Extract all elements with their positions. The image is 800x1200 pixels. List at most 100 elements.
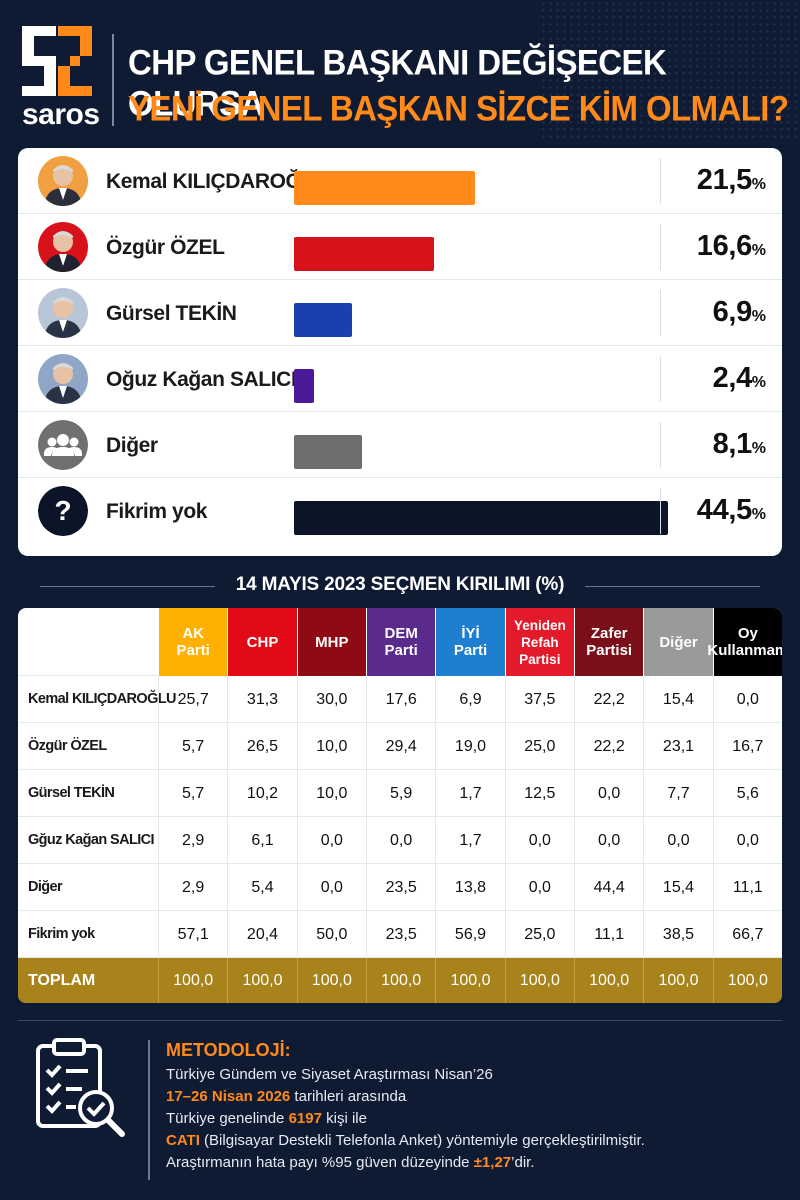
table-cell: 2,9 xyxy=(158,817,227,864)
value-separator xyxy=(660,488,661,534)
value-label: 2,4 xyxy=(712,362,753,394)
column-header-label: MHP xyxy=(315,633,349,651)
results-chart: Kemal KILIÇDAROĞLU 21,5% Özgür ÖZEL 16,6% Gü… xyxy=(18,148,782,556)
table-cell: 30,0 xyxy=(296,676,366,723)
person-icon xyxy=(38,288,88,338)
table-cell: 11,1 xyxy=(712,864,782,911)
candidate-name: Diğer xyxy=(106,434,158,457)
table-cell: 12,5 xyxy=(504,770,574,817)
column-header: CHP xyxy=(227,608,297,676)
table-cell: 23,1 xyxy=(643,723,712,770)
methodology-text: tarihleri arasında xyxy=(290,1088,407,1105)
methodology-text: ’dir. xyxy=(511,1154,535,1171)
total-label: TOPLAM xyxy=(28,972,96,989)
methodology-error-margin: ±1,27 xyxy=(473,1154,512,1171)
column-header: AK Parti xyxy=(158,608,228,676)
table-cell: 38,5 xyxy=(643,911,712,958)
value-separator xyxy=(660,422,661,468)
methodology-line-4: CATI (Bilgisayar Destekli Telefonla Anke… xyxy=(166,1132,645,1149)
column-header-label: Parti xyxy=(384,642,418,659)
table-row: Özgür ÖZEL 5,7 26,5 10,0 29,4 19,0 25,0 22,2 23,… xyxy=(18,723,782,770)
chart-row: Kemal KILIÇDAROĞLU 21,5% xyxy=(18,148,782,214)
table-cell: 25,7 xyxy=(158,676,227,723)
person-icon xyxy=(38,354,88,404)
column-header: İYİ Parti xyxy=(435,608,505,676)
clipboard-checklist-icon xyxy=(36,1038,125,1137)
column-header-label: Zafer xyxy=(590,625,628,642)
table-cell: 0,0 xyxy=(574,770,643,817)
methodology-line-1: Türkiye Gündem ve Siyaset Araştırması Ni… xyxy=(166,1066,493,1083)
column-header: Zafer Partisi xyxy=(574,608,644,676)
table-cell: 15,4 xyxy=(643,864,712,911)
bar-track xyxy=(294,303,668,337)
bar-track xyxy=(294,369,668,403)
value-label: 16,6 xyxy=(696,230,753,262)
person-icon xyxy=(38,354,88,404)
table-row: Gürsel TEKİN 5,7 10,2 10,0 5,9 1,7 12,5 0,0 7,7 5… xyxy=(18,770,782,817)
percent-sign: % xyxy=(751,242,766,259)
table-cell: 0,0 xyxy=(366,817,435,864)
value-separator xyxy=(660,158,661,204)
table-cell: 0,0 xyxy=(643,817,712,864)
breakdown-title: 14 MAYIS 2023 SEÇMEN KIRILIMI (%) xyxy=(235,574,565,595)
value-label-group: 21,5% xyxy=(668,164,778,197)
chart-row: Özgür ÖZEL 16,6% xyxy=(18,214,782,280)
value-label: 6,9 xyxy=(712,296,753,328)
table-cell: 5,7 xyxy=(158,770,227,817)
bar-track xyxy=(294,501,668,535)
table-cell: 15,4 xyxy=(643,676,712,723)
table-cell: 7,7 xyxy=(643,770,712,817)
chart-row: Diğer 8,1% xyxy=(18,412,782,478)
chart-row: Oğuz Kağan SALICI 2,4% xyxy=(18,346,782,412)
chart-bar xyxy=(294,303,352,337)
table-cell: 31,3 xyxy=(227,676,296,723)
value-label-group: 2,4% xyxy=(668,362,778,395)
column-header-label: Parti xyxy=(176,642,210,659)
table-cell: 0,0 xyxy=(574,817,643,864)
value-label-group: 8,1% xyxy=(668,428,778,461)
table-cell: 22,2 xyxy=(574,723,643,770)
percent-sign: % xyxy=(751,308,766,325)
row-label: Kemal KILIÇDAROĞLU xyxy=(28,691,177,707)
percent-sign: % xyxy=(751,374,766,391)
value-label: 21,5 xyxy=(696,164,753,196)
methodology-dates: 17–26 Nisan 2026 xyxy=(166,1088,291,1105)
total-cell: 100,0 xyxy=(296,958,366,1003)
table-cell: 5,4 xyxy=(227,864,296,911)
row-label: Özgür ÖZEL xyxy=(28,738,107,754)
percent-sign: % xyxy=(751,506,766,523)
question-icon: ? xyxy=(38,486,88,536)
bar-track xyxy=(294,171,668,205)
column-header-label: Parti xyxy=(453,642,488,659)
column-header-label: Yeniden xyxy=(513,617,566,633)
total-cell: 100,0 xyxy=(366,958,435,1003)
percent-sign: % xyxy=(751,440,766,457)
total-cell: 100,0 xyxy=(504,958,574,1003)
candidate-name: Oğuz Kağan SALICI xyxy=(106,368,297,391)
table-cell: 10,0 xyxy=(296,723,366,770)
header: saros CHP GENEL BAŞKANI DEĞİŞECEK OLURSA… xyxy=(0,0,800,140)
column-header-label: Refah xyxy=(521,634,559,650)
column-header-label: AK xyxy=(182,625,204,642)
brand-logo: saros xyxy=(22,26,102,131)
page-title: CHP GENEL BAŞKANI DEĞİŞECEK OLURSA xyxy=(128,42,667,123)
value-label: 44,5 xyxy=(696,494,753,526)
methodology-text: (Bilgisayar Destekli Telefonla Anket) yö… xyxy=(199,1132,645,1149)
bar-track xyxy=(294,435,668,469)
table-cell: 0,0 xyxy=(504,817,574,864)
table-cell: 50,0 xyxy=(296,911,366,958)
chart-bar xyxy=(294,369,314,403)
table-header-row: AK Parti CHP MHP DEM Parti İYİ Parti Yeniden Refa… xyxy=(18,608,782,676)
person-icon xyxy=(38,222,88,272)
total-cell: 100,0 xyxy=(435,958,504,1003)
question-icon: ? xyxy=(38,486,88,536)
person-icon xyxy=(38,156,88,206)
column-header-label: CHP xyxy=(246,633,279,651)
table-cell: 1,7 xyxy=(435,770,504,817)
methodology-divider xyxy=(18,1020,782,1021)
methodology-title: METODOLOJİ: xyxy=(166,1040,291,1060)
value-label-group: 44,5% xyxy=(668,494,778,527)
table-cell: 19,0 xyxy=(435,723,504,770)
table-cell: 0,0 xyxy=(712,817,782,864)
table-cell: 0,0 xyxy=(296,864,366,911)
